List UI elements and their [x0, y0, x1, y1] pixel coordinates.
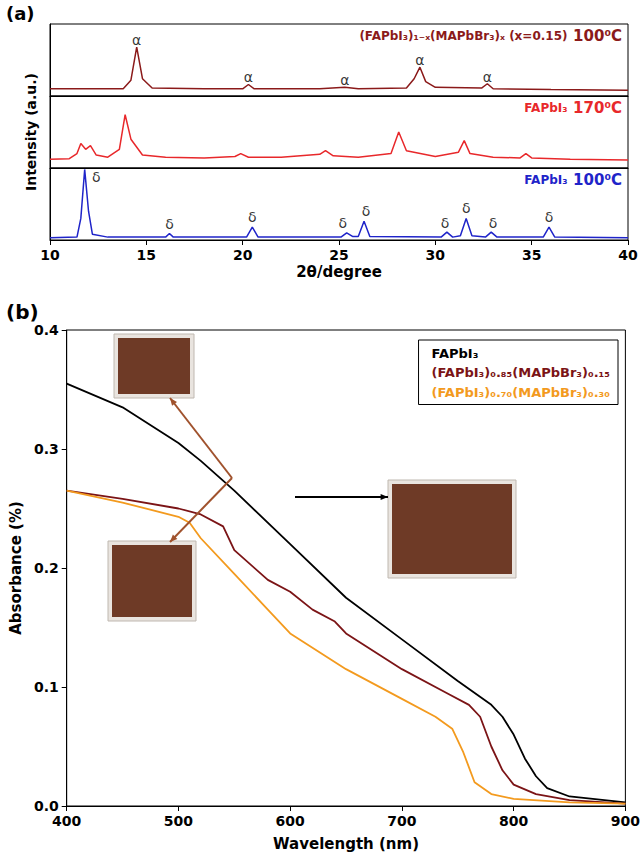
- svg-text:δ: δ: [545, 209, 554, 225]
- svg-text:α: α: [132, 32, 141, 48]
- svg-text:15: 15: [137, 247, 156, 263]
- svg-text:0.4: 0.4: [34, 322, 59, 338]
- svg-text:170⁰C: 170⁰C: [573, 99, 622, 117]
- svg-text:α: α: [415, 52, 424, 68]
- svg-text:δ: δ: [489, 215, 498, 231]
- svg-text:10: 10: [40, 247, 60, 263]
- svg-text:δ: δ: [441, 215, 450, 231]
- svg-text:Intensity (a.u.): Intensity (a.u.): [23, 73, 39, 191]
- svg-text:(a): (a): [6, 3, 35, 24]
- svg-text:δ: δ: [165, 216, 174, 232]
- svg-text:2θ/degree: 2θ/degree: [296, 263, 382, 281]
- svg-text:FAPbI₃: FAPbI₃: [524, 101, 567, 115]
- svg-text:FAPbI₃: FAPbI₃: [524, 173, 567, 187]
- svg-text:(FAPbI₃)₁₋ₓ(MAPbBr₃)ₓ (x=0.15): (FAPbI₃)₁₋ₓ(MAPbBr₃)ₓ (x=0.15): [359, 29, 567, 43]
- svg-text:Wavelength (nm): Wavelength (nm): [273, 835, 419, 853]
- svg-text:35: 35: [522, 247, 541, 263]
- svg-text:α: α: [483, 69, 492, 85]
- svg-text:0.2: 0.2: [34, 560, 59, 576]
- svg-text:700: 700: [387, 813, 416, 829]
- svg-text:δ: δ: [339, 215, 348, 231]
- svg-text:(FAPbI₃)₀.₇₀(MAPbBr₃)₀.₃₀: (FAPbI₃)₀.₇₀(MAPbBr₃)₀.₃₀: [432, 385, 611, 400]
- svg-text:40: 40: [618, 247, 638, 263]
- svg-text:20: 20: [233, 247, 253, 263]
- svg-text:30: 30: [426, 247, 446, 263]
- svg-text:100⁰C: 100⁰C: [573, 171, 622, 189]
- svg-text:0.3: 0.3: [34, 441, 59, 457]
- svg-text:400: 400: [52, 813, 81, 829]
- svg-text:900: 900: [611, 813, 640, 829]
- svg-text:α: α: [340, 72, 349, 88]
- svg-text:500: 500: [164, 813, 193, 829]
- svg-text:25: 25: [329, 247, 348, 263]
- svg-text:0.1: 0.1: [34, 679, 59, 695]
- svg-text:100⁰C: 100⁰C: [573, 27, 622, 45]
- svg-text:0.0: 0.0: [34, 798, 59, 814]
- svg-text:600: 600: [276, 813, 305, 829]
- svg-text:(FAPbI₃)₀.₈₅(MAPbBr₃)₀.₁₅: (FAPbI₃)₀.₈₅(MAPbBr₃)₀.₁₅: [432, 365, 610, 380]
- svg-text:δ: δ: [92, 169, 101, 185]
- svg-text:FAPbI₃: FAPbI₃: [432, 346, 479, 361]
- svg-text:δ: δ: [462, 200, 471, 216]
- svg-text:δ: δ: [362, 203, 371, 219]
- svg-text:α: α: [244, 69, 253, 85]
- svg-text:800: 800: [499, 813, 528, 829]
- svg-text:Absorbance (%): Absorbance (%): [7, 501, 25, 635]
- svg-text:δ: δ: [248, 209, 257, 225]
- svg-text:(b): (b): [6, 300, 39, 324]
